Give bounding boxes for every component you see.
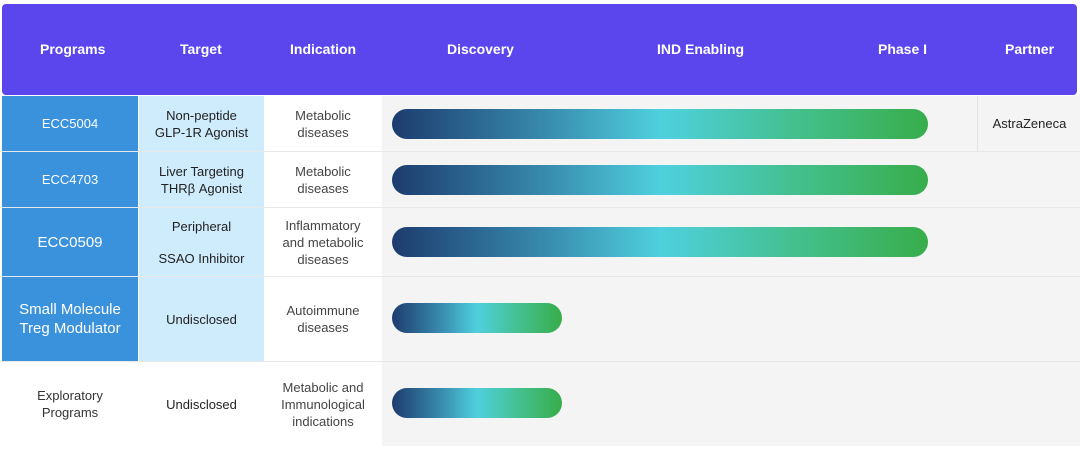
program-name: ECC4703 <box>41 172 99 187</box>
program-cell: Small Molecule Treg Modulator <box>2 277 138 361</box>
row-divider <box>2 276 1080 277</box>
header-target: Target <box>180 41 222 57</box>
indication-cell: Metabolic and Immunological indications <box>264 362 382 446</box>
row-divider <box>2 151 1080 152</box>
indication-line: diseases <box>297 124 349 140</box>
progress-track <box>382 277 1080 361</box>
indication-line: diseases <box>297 251 349 267</box>
target-cell: Liver Targeting THRβ Agonist <box>139 152 264 207</box>
pipeline-row: Exploratory Programs Undisclosed Metabol… <box>2 362 1080 446</box>
target-line: Non-peptide <box>166 107 237 123</box>
partner-name: AstraZeneca <box>992 116 1067 131</box>
progress-bar <box>392 227 928 257</box>
indication-line: and metabolic <box>282 234 364 250</box>
header-discovery: Discovery <box>447 41 514 57</box>
program-cell: ECC5004 <box>2 96 138 151</box>
progress-track <box>382 208 1080 276</box>
program-cell: ECC4703 <box>2 152 138 207</box>
indication-line: Metabolic <box>295 107 351 123</box>
program-name: ECC5004 <box>41 116 99 131</box>
progress-track <box>382 152 1080 207</box>
target-cell: Undisclosed <box>139 277 264 361</box>
program-name: ECC0509 <box>37 233 103 251</box>
pipeline-row: ECC5004 Non-peptide GLP-1R Agonist Metab… <box>2 96 1080 151</box>
progress-track <box>382 362 1080 446</box>
indication-cell: Metabolic diseases <box>264 152 382 207</box>
target-line: SSAO Inhibitor <box>158 251 245 266</box>
target-line: THRβ Agonist <box>160 180 243 196</box>
target-cell: Non-peptide GLP-1R Agonist <box>139 96 264 151</box>
progress-bar <box>392 165 928 195</box>
pipeline-row: Small Molecule Treg Modulator Undisclose… <box>2 277 1080 361</box>
target-line: Peripheral <box>171 219 232 234</box>
indication-line: Metabolic and <box>282 379 364 395</box>
header-indication: Indication <box>290 41 357 57</box>
row-divider <box>2 207 1080 208</box>
program-cell: Exploratory Programs <box>2 362 138 446</box>
target-cell: Peripheral SSAO Inhibitor <box>139 208 264 276</box>
program-line: Programs <box>41 405 99 420</box>
progress-track <box>382 96 977 151</box>
pipeline-row: ECC4703 Liver Targeting THRβ Agonist Met… <box>2 152 1080 207</box>
indication-line: indications <box>292 413 354 429</box>
target-line: Liver Targeting <box>158 163 245 179</box>
pipeline-row: ECC0509 Peripheral SSAO Inhibitor Inflam… <box>2 208 1080 276</box>
indication-line: Metabolic <box>295 163 351 179</box>
program-line: Exploratory <box>37 388 103 403</box>
target-line: Undisclosed <box>166 396 237 412</box>
indication-line: diseases <box>297 320 349 335</box>
pipeline-header: Programs Target Indication Discovery IND… <box>2 4 1077 95</box>
indication-cell: Metabolic diseases <box>264 96 382 151</box>
target-line: Undisclosed <box>166 311 237 327</box>
program-line: Small Molecule <box>19 301 121 318</box>
indication-cell: Autoimmune diseases <box>264 277 382 361</box>
progress-bar <box>392 388 562 418</box>
program-cell: ECC0509 <box>2 208 138 276</box>
header-phase1: Phase I <box>878 41 928 57</box>
target-cell: Undisclosed <box>139 362 264 446</box>
row-divider <box>2 361 1080 362</box>
header-programs: Programs <box>40 41 106 57</box>
indication-line: Immunological <box>281 396 365 412</box>
header-ind-enabling: IND Enabling <box>657 41 745 57</box>
indication-line: Autoimmune <box>286 303 360 318</box>
program-line: Treg Modulator <box>19 320 121 337</box>
indication-line: Inflammatory <box>285 217 361 233</box>
header-partner: Partner <box>1005 41 1055 57</box>
progress-bar <box>392 109 928 139</box>
indication-cell: Inflammatory and metabolic diseases <box>264 208 382 276</box>
progress-bar <box>392 303 562 333</box>
partner-cell: AstraZeneca <box>977 96 1080 151</box>
target-line: GLP-1R Agonist <box>154 124 249 140</box>
indication-line: diseases <box>297 180 349 196</box>
